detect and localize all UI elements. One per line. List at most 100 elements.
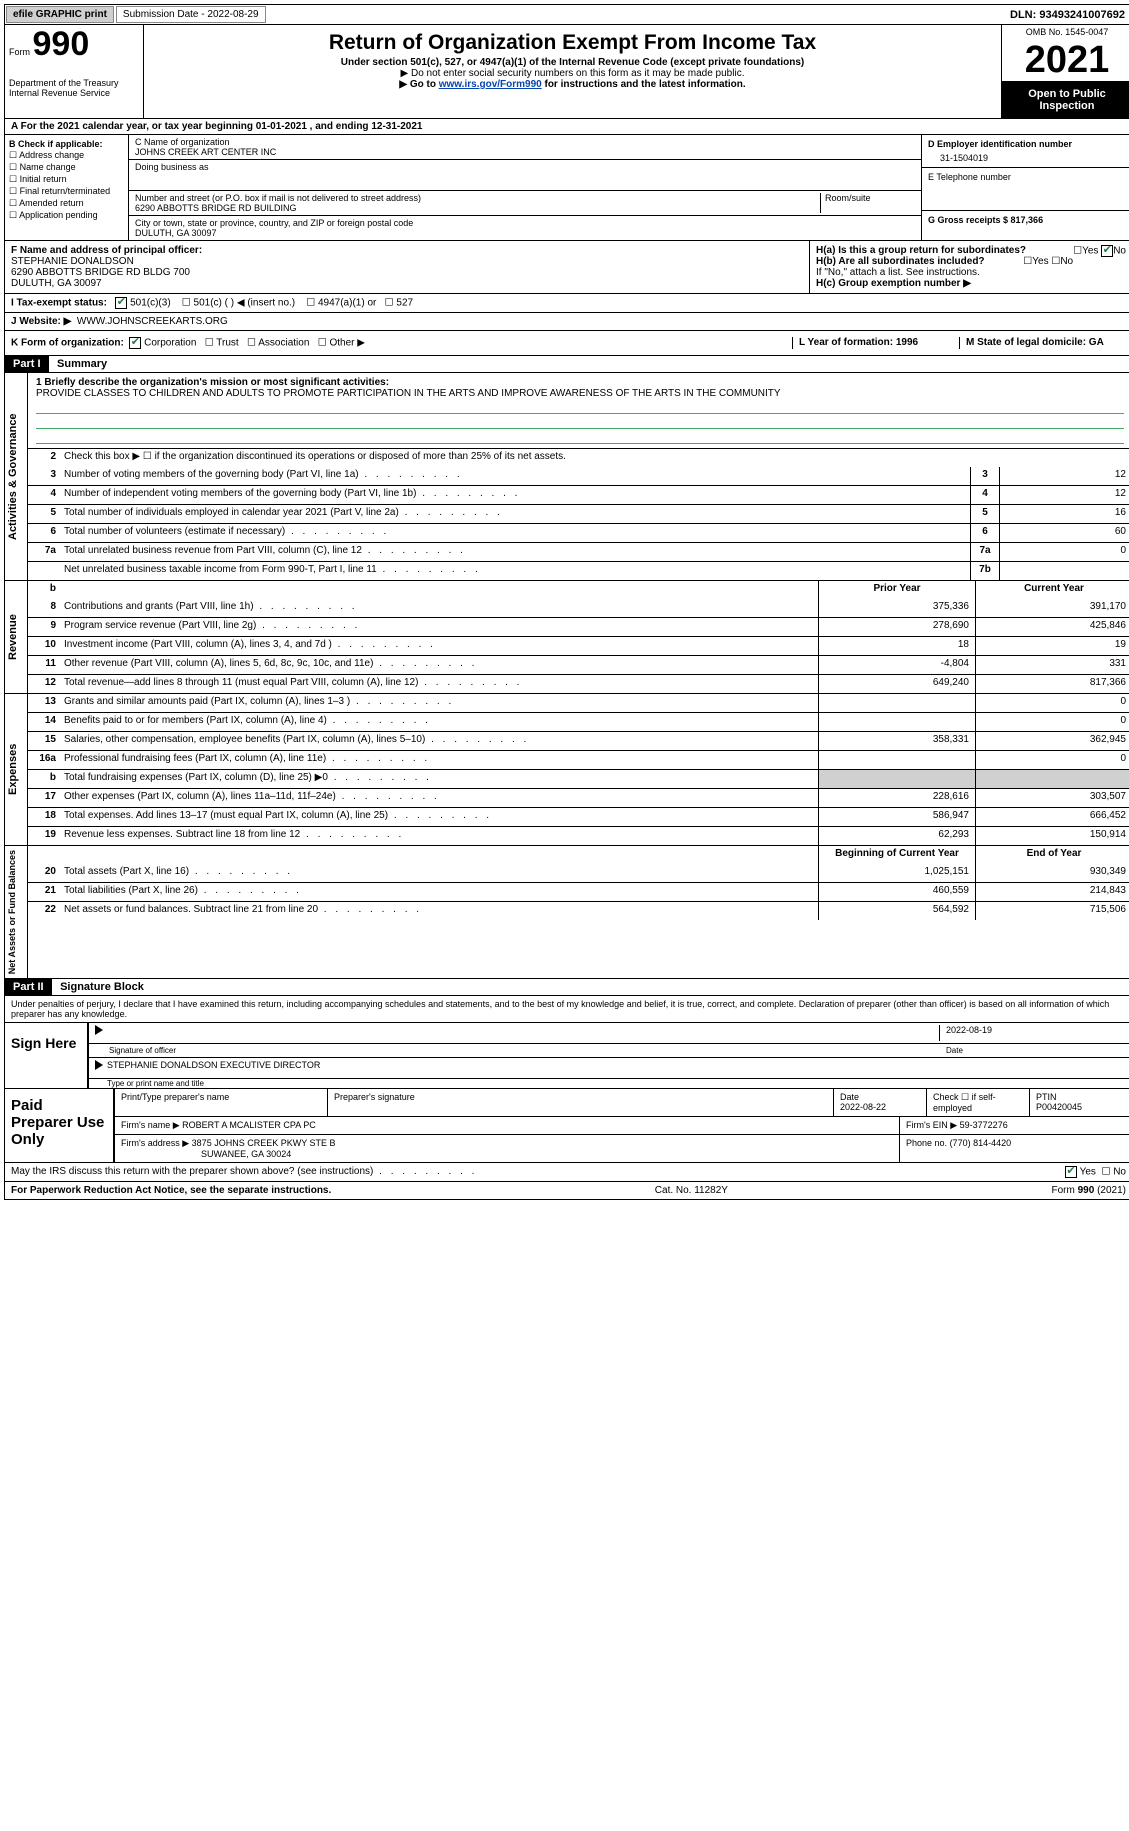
pp-date: 2022-08-22	[840, 1102, 886, 1112]
arrow-icon	[95, 1025, 103, 1035]
note2-suffix: for instructions and the latest informat…	[542, 79, 746, 90]
part1-title: Summary	[51, 358, 107, 370]
row-a: A For the 2021 calendar year, or tax yea…	[4, 119, 1129, 135]
cb-amended[interactable]: ☐ Amended return	[9, 198, 124, 209]
tax-year: 2021	[1002, 39, 1129, 82]
irs-link[interactable]: www.irs.gov/Form990	[439, 79, 542, 90]
omb: OMB No. 1545-0047	[1002, 25, 1129, 39]
beg-year-hdr: Beginning of Current Year	[818, 846, 975, 864]
part2-title: Signature Block	[54, 981, 144, 993]
website-label: J Website: ▶	[11, 316, 71, 327]
part2-header: Part II	[5, 979, 52, 995]
firm-phone: (770) 814-4420	[950, 1138, 1012, 1148]
org-name: JOHNS CREEK ART CENTER INC	[135, 147, 276, 157]
ein-label: D Employer identification number	[928, 139, 1072, 149]
pra-notice: For Paperwork Reduction Act Notice, see …	[11, 1185, 331, 1196]
firm-addr1: 3875 JOHNS CREEK PKWY STE B	[192, 1138, 336, 1148]
hb-note: If "No," attach a list. See instructions…	[816, 267, 1126, 278]
pp-name-label: Print/Type preparer's name	[115, 1089, 328, 1116]
form-subtitle: Under section 501(c), 527, or 4947(a)(1)…	[148, 57, 997, 68]
sig-officer-label: Signature of officer	[95, 1046, 946, 1055]
officer-printed-name: STEPHANIE DONALDSON EXECUTIVE DIRECTOR	[107, 1060, 320, 1076]
pp-sig-label: Preparer's signature	[328, 1089, 834, 1116]
cb-corp[interactable]	[129, 337, 141, 349]
note1: ▶ Do not enter social security numbers o…	[148, 68, 997, 79]
hb-label: H(b) Are all subordinates included?	[816, 256, 985, 267]
form-title: Return of Organization Exempt From Incom…	[148, 31, 997, 55]
mission-text: PROVIDE CLASSES TO CHILDREN AND ADULTS T…	[36, 388, 781, 399]
state-domicile: M State of legal domicile: GA	[966, 337, 1104, 348]
paid-preparer-label: Paid Preparer Use Only	[5, 1089, 115, 1162]
part1-header: Part I	[5, 356, 49, 372]
city: DULUTH, GA 30097	[135, 228, 217, 238]
signature-block: Under penalties of perjury, I declare th…	[4, 996, 1129, 1182]
exp-vlabel: Expenses	[5, 694, 28, 845]
hc-label: H(c) Group exemption number ▶	[816, 278, 971, 289]
city-label: City or town, state or province, country…	[135, 218, 413, 228]
governance-section: Activities & Governance 1 Briefly descri…	[4, 373, 1129, 581]
col-b: B Check if applicable: ☐ Address change …	[5, 135, 129, 240]
ha-label: H(a) Is this a group return for subordin…	[816, 245, 1026, 256]
gross-receipts: G Gross receipts $ 817,366	[928, 215, 1043, 225]
cb-pending[interactable]: ☐ Application pending	[9, 210, 124, 221]
form-footer: Form 990 (2021)	[1052, 1185, 1126, 1196]
year-formation: L Year of formation: 1996	[799, 337, 918, 348]
dept: Department of the Treasury Internal Reve…	[9, 78, 139, 98]
row-fh: F Name and address of principal officer:…	[4, 241, 1129, 294]
ptin: P00420045	[1036, 1102, 1082, 1112]
discuss-yes[interactable]	[1065, 1166, 1077, 1178]
addr-label: Number and street (or P.O. box if mail i…	[135, 193, 421, 203]
ein: 31-1504019	[928, 149, 1126, 163]
date-label: Date	[946, 1046, 1126, 1055]
efile-btn[interactable]: efile GRAPHIC print	[6, 6, 114, 23]
officer-label: F Name and address of principal officer:	[11, 245, 202, 256]
current-year-hdr: Current Year	[975, 581, 1129, 599]
net-vlabel: Net Assets or Fund Balances	[5, 846, 28, 978]
open-inspection: Open to Public Inspection	[1002, 82, 1129, 118]
end-year-hdr: End of Year	[975, 846, 1129, 864]
rev-vlabel: Revenue	[5, 581, 28, 693]
officer-addr2: DULUTH, GA 30097	[11, 278, 102, 289]
room-label: Room/suite	[825, 193, 871, 203]
ha-no-checked[interactable]	[1101, 245, 1113, 257]
officer-name: STEPHANIE DONALDSON	[11, 256, 134, 267]
tax-status-label: I Tax-exempt status:	[11, 298, 107, 309]
expenses-section: Expenses 13Grants and similar amounts pa…	[4, 694, 1129, 846]
section-bcde: B Check if applicable: ☐ Address change …	[4, 135, 1129, 241]
sign-here-label: Sign Here	[5, 1023, 89, 1088]
topbar: efile GRAPHIC print Submission Date - 20…	[4, 4, 1129, 25]
row-i: I Tax-exempt status: 501(c)(3) ☐ 501(c) …	[4, 294, 1129, 313]
firm-ein: 59-3772276	[960, 1120, 1008, 1130]
col-c: C Name of organizationJOHNS CREEK ART CE…	[129, 135, 922, 240]
cb-501c3[interactable]	[115, 297, 127, 309]
cb-final-return[interactable]: ☐ Final return/terminated	[9, 186, 124, 197]
row-k: K Form of organization: Corporation ☐ Tr…	[4, 331, 1129, 356]
form-org-label: K Form of organization:	[11, 338, 124, 349]
note2-prefix: ▶ Go to	[399, 79, 438, 90]
netassets-section: Net Assets or Fund Balances Beginning of…	[4, 846, 1129, 979]
footer: For Paperwork Reduction Act Notice, see …	[4, 1182, 1129, 1200]
mission-label: 1 Briefly describe the organization's mi…	[36, 377, 389, 388]
prior-year-hdr: Prior Year	[818, 581, 975, 599]
row-j: J Website: ▶ WWW.JOHNSCREEKARTS.ORG	[4, 313, 1129, 331]
cb-initial-return[interactable]: ☐ Initial return	[9, 174, 124, 185]
pp-self-employed[interactable]: Check ☐ if self-employed	[927, 1089, 1030, 1116]
firm-name: ROBERT A MCALISTER CPA PC	[182, 1120, 316, 1130]
arrow-icon	[95, 1060, 103, 1070]
sig-intro: Under penalties of perjury, I declare th…	[5, 996, 1129, 1022]
revenue-section: Revenue b Prior Year Current Year 8Contr…	[4, 581, 1129, 694]
discuss-label: May the IRS discuss this return with the…	[11, 1166, 373, 1177]
dln: DLN: 93493241007692	[1010, 9, 1129, 21]
line-2: Check this box ▶ ☐ if the organization d…	[60, 449, 1129, 467]
cb-name-change[interactable]: ☐ Name change	[9, 162, 124, 173]
officer-addr1: 6290 ABBOTTS BRIDGE RD BLDG 700	[11, 267, 190, 278]
cb-address-change[interactable]: ☐ Address change	[9, 150, 124, 161]
submission-date: Submission Date - 2022-08-29	[116, 6, 266, 23]
street-address: 6290 ABBOTTS BRIDGE RD BUILDING	[135, 203, 297, 213]
officer-type-label: Type or print name and title	[89, 1079, 1129, 1088]
col-b-title: B Check if applicable:	[9, 139, 103, 149]
gov-vlabel: Activities & Governance	[5, 373, 28, 580]
name-label: C Name of organization	[135, 137, 230, 147]
phone-label: E Telephone number	[928, 172, 1011, 182]
cat-no: Cat. No. 11282Y	[655, 1185, 728, 1196]
